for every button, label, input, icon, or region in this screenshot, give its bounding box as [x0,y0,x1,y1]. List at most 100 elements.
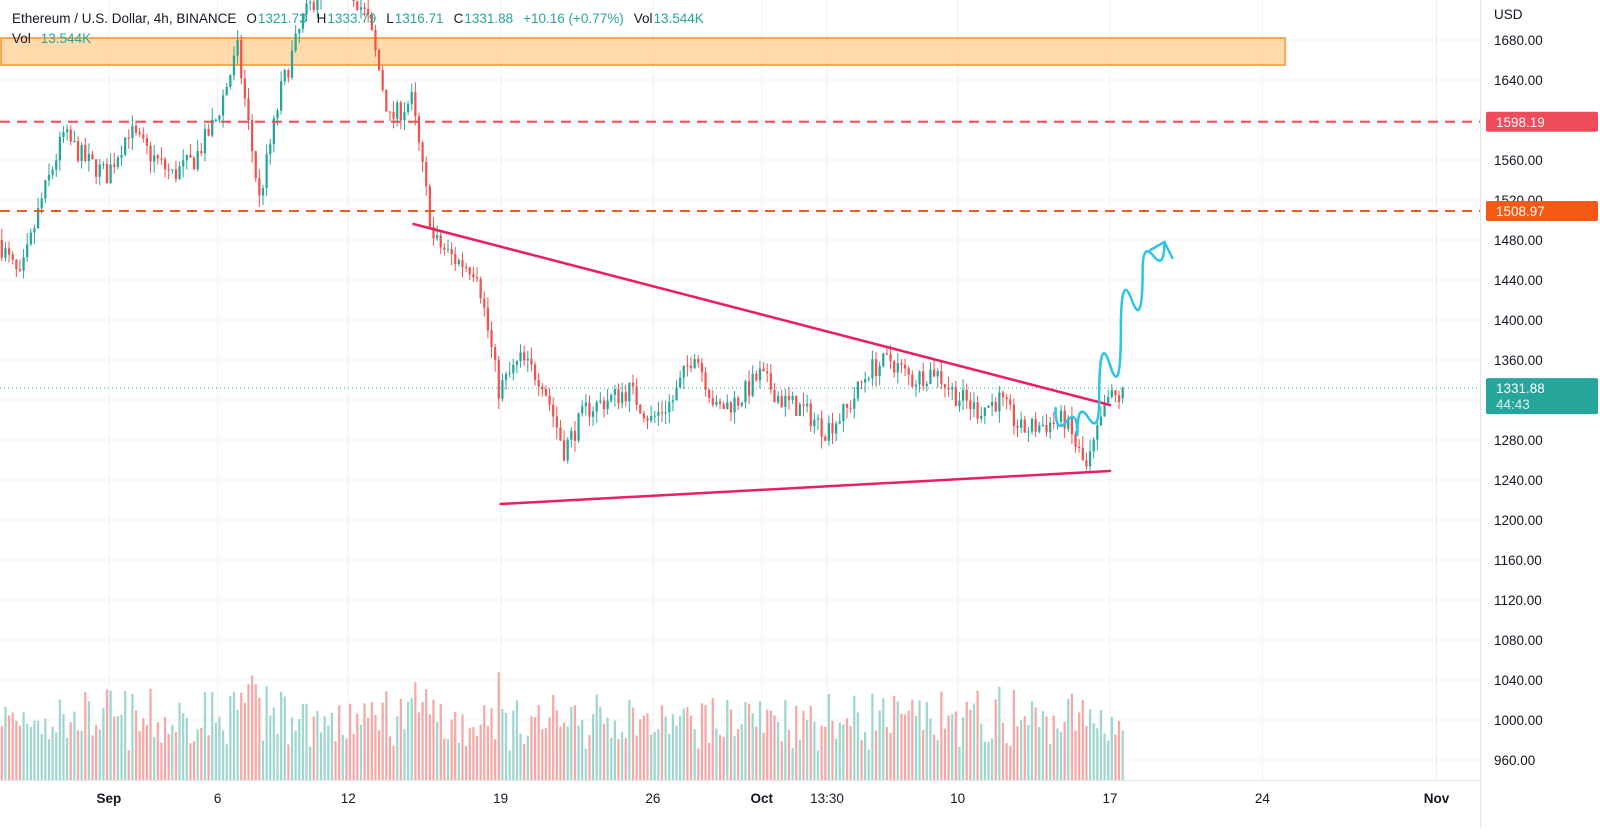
candle-body [820,418,823,437]
volume-bar [232,692,236,780]
candle-body [642,413,645,419]
candle-body [240,39,243,79]
volume-bar [1092,723,1095,780]
volume-bar [787,729,791,780]
volume-bar [11,712,14,780]
volume-bar [475,736,479,780]
candle-body [352,0,355,2]
volume-bar [497,672,500,780]
volume-bar [544,728,548,780]
candle-body [591,411,595,417]
candle-body [494,347,497,360]
volume-bar [276,733,279,780]
volume-bar [421,701,424,780]
candle-body [1085,460,1088,467]
resistance-zone-layer [0,37,1287,66]
volume-bar [595,694,598,780]
candle-body [998,392,1001,412]
candle-body [900,363,903,365]
volume-bar [958,746,961,780]
candle-body [805,403,809,406]
candle-body [87,154,90,161]
candle-body [417,116,421,143]
candle-body [483,298,486,308]
volume-bar [512,710,515,780]
candle-body [185,154,188,161]
volume-bar [287,744,290,780]
volume-bar [192,741,196,780]
candle-body [747,381,751,396]
symbol-title[interactable]: Ethereum / U.S. Dollar, 4h, BINANCE [12,11,237,26]
volume-bar [548,717,551,780]
candle-body [450,248,453,255]
volume-bar [167,733,170,780]
volume-bar [494,739,497,780]
volume-bar [450,719,453,780]
candle-body [225,86,228,96]
x-tick-label: 17 [1102,791,1117,806]
volume-bar [602,723,606,780]
volume-bar [370,701,373,780]
volume-bar [417,712,421,780]
volume-bar [1027,724,1030,780]
candle-body [548,395,551,405]
volume-bar [631,707,635,780]
candle-body [889,354,892,362]
candle-body [544,389,548,396]
volume-bar [530,716,533,780]
candle-body [784,395,787,407]
volume-bar [802,710,805,780]
volume-indicator-label[interactable]: Vol [12,31,31,46]
volume-bar [7,715,11,780]
candle-body [298,28,301,34]
volume-bar [722,736,725,780]
candle-body [766,371,769,374]
volume-bar [374,714,377,780]
volume-bar [457,743,460,780]
x-tick-label: 13:30 [810,791,844,806]
candle-body [1012,404,1015,426]
volume-bar [261,740,265,780]
candle-body [559,427,562,441]
volume-bar [156,722,159,780]
candles [0,0,1124,474]
candle-body [1070,417,1074,435]
volume-bar [327,725,330,780]
projection-arrowhead [1149,240,1174,260]
horizontal-levels [0,120,1480,389]
candle-body [254,151,257,179]
volume-bar [653,732,656,780]
candle-body [11,254,14,260]
candle-body [124,137,127,155]
volume-bar [414,682,417,780]
candle-body [98,164,101,177]
volume-bar [954,711,957,780]
candle-body [907,368,910,375]
candle-body [229,75,232,87]
candle-body [827,422,830,441]
candle-body [646,418,649,421]
candle-body [686,365,689,367]
candle-body [864,378,867,383]
x-tick-label: 19 [493,791,508,806]
volume-bar [711,698,714,780]
candle-body [1063,410,1066,429]
candle-body [142,134,145,139]
candle-body [363,7,366,9]
candle-body [283,70,286,82]
candle-body [776,396,780,403]
volume-bar [225,744,228,780]
volume-bar [196,729,199,780]
candle-body [755,373,758,381]
volume-bar [831,720,834,780]
candle-body [980,415,983,419]
volume-bar [76,730,80,780]
volume-bar [435,721,439,780]
candle-body [105,164,109,184]
volume-bar [541,729,544,780]
candle-body [7,248,11,255]
volume-bar [827,694,830,780]
volume-bar [330,712,334,780]
